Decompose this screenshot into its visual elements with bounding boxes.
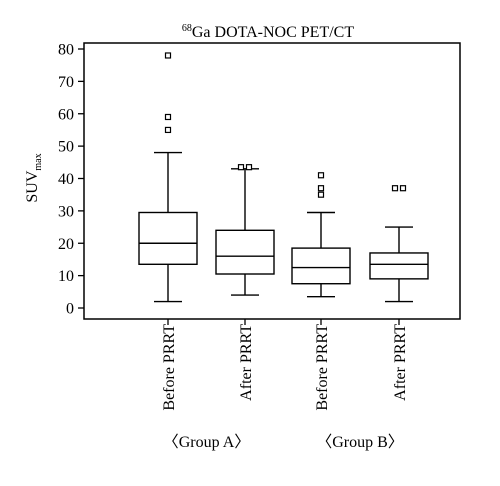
outlier-2-2 <box>317 172 325 179</box>
outlier-0-0 <box>164 126 172 134</box>
plot-layer: 0 10 20 30 40 50 60 70 80 Before PRRT After PRRT Be… <box>58 42 461 451</box>
outlier-2-1 <box>317 185 325 192</box>
category-label-3: After PRRT <box>392 324 409 401</box>
box-3 <box>369 252 429 280</box>
y-axis-label-text: SUV <box>24 170 41 202</box>
outlier-1-0 <box>237 164 245 171</box>
y-tick-label-4: 40 <box>58 171 74 188</box>
y-tick-label-7: 70 <box>58 74 74 91</box>
outlier-3-0 <box>391 185 399 192</box>
y-axis-label: SUVmax <box>24 153 44 202</box>
y-tick-label-6: 60 <box>58 106 74 123</box>
category-label-0: Before PRRT <box>161 324 178 411</box>
box-1 <box>215 229 275 275</box>
y-tick-label-1: 10 <box>58 268 74 285</box>
outlier-0-2 <box>164 52 172 59</box>
y-tick-label-0: 0 <box>66 301 74 318</box>
box-0 <box>138 211 198 265</box>
outlier-2-0 <box>317 191 325 198</box>
outlier-0-1 <box>164 113 172 121</box>
y-tick-label-5: 50 <box>58 139 74 156</box>
category-label-1: After PRRT <box>238 324 255 401</box>
box-2 <box>291 247 351 285</box>
y-tick-label-3: 30 <box>58 203 74 220</box>
y-tick-label-2: 20 <box>58 236 74 253</box>
outlier-1-1 <box>245 164 253 171</box>
y-tick-label-8: 80 <box>58 42 74 59</box>
group-label-1: 〈Group B〉 <box>316 434 404 451</box>
chart-title-text: Ga DOTA-NOC PET/CT <box>192 24 354 41</box>
chart-title: 68Ga DOTA-NOC PET/CT <box>182 23 354 41</box>
outlier-3-1 <box>399 185 407 192</box>
y-axis-label-subscript: max <box>33 153 44 170</box>
group-label-0: 〈Group A〉 <box>163 434 251 451</box>
plot-frame <box>83 42 461 320</box>
chart-title-superscript: 68 <box>182 23 192 34</box>
category-label-2: Before PRRT <box>314 324 331 411</box>
